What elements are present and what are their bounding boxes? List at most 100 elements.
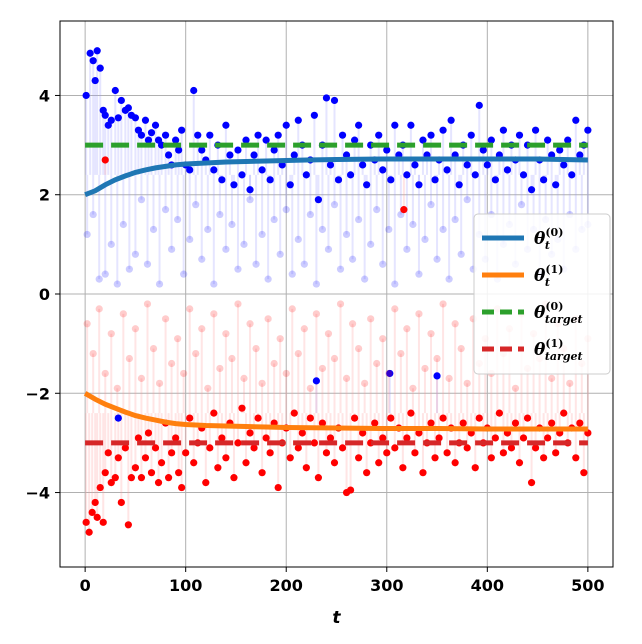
scatter-point <box>210 280 218 288</box>
legend-label: θ(1) t <box>534 263 563 289</box>
scatter-point <box>174 335 182 343</box>
y-tick-label: 4 <box>39 86 50 105</box>
scatter-point <box>194 131 202 139</box>
scatter-point <box>371 419 379 427</box>
scatter-point <box>527 479 536 487</box>
scatter-point <box>192 349 200 358</box>
scatter-point <box>258 379 266 387</box>
scatter-point <box>101 369 109 378</box>
scatter-point <box>443 166 451 174</box>
scatter-point <box>234 265 242 273</box>
scatter-point <box>306 414 314 422</box>
scatter-point <box>104 449 112 457</box>
legend-label: θ(0) t <box>534 226 563 252</box>
scatter-point <box>131 114 140 122</box>
scatter-point <box>415 181 423 189</box>
scatter-point <box>427 330 435 338</box>
scatter-point <box>198 255 206 263</box>
y-tick-label: −4 <box>25 484 50 503</box>
scatter-point <box>294 235 302 243</box>
scatter-point <box>222 121 230 129</box>
scatter-point <box>447 116 455 124</box>
scatter-point <box>455 181 463 189</box>
scatter-point <box>147 469 156 477</box>
scatter-point <box>252 260 260 268</box>
scatter-point <box>83 320 91 328</box>
scatter-point <box>519 434 528 442</box>
x-axis-label: t <box>332 608 341 628</box>
scatter-point <box>346 171 355 179</box>
scatter-point <box>475 101 483 109</box>
scatter-point <box>250 151 258 159</box>
scatter-point <box>391 305 399 313</box>
scatter-point <box>387 414 395 422</box>
scatter-point <box>101 270 109 278</box>
scatter-point <box>234 439 242 447</box>
scatter-point <box>471 171 479 179</box>
scatter-point <box>564 136 572 144</box>
scatter-point <box>300 260 308 268</box>
scatter-point <box>361 275 369 283</box>
scatter-point <box>479 146 487 154</box>
scatter-point <box>544 434 552 442</box>
series-lines <box>83 142 588 446</box>
scatter-point <box>330 201 339 209</box>
scatter-point <box>216 364 224 373</box>
scatter-point <box>119 310 127 318</box>
scatter-point <box>338 131 347 139</box>
scatter-point <box>314 474 323 482</box>
scatter-point <box>164 474 173 482</box>
scatter-point <box>182 449 190 457</box>
scatter-point <box>82 518 90 526</box>
scatter-point <box>503 166 512 174</box>
scatter-point <box>230 181 238 189</box>
scatter-point <box>234 300 242 308</box>
scatter-point <box>431 176 439 184</box>
scatter-point <box>270 215 278 224</box>
scatter-point <box>151 121 160 129</box>
scatter-point <box>107 330 115 338</box>
scatter-point <box>258 469 266 477</box>
scatter-point <box>230 474 238 482</box>
scatter-point <box>531 444 540 452</box>
scatter-point <box>580 469 588 477</box>
scatter-point <box>164 151 173 159</box>
scatter-point <box>168 359 176 368</box>
scatter-point <box>258 166 266 174</box>
scatter-point <box>463 196 471 204</box>
scatter-point <box>495 409 503 417</box>
scatter-point <box>373 206 381 214</box>
scatter-point <box>250 444 258 452</box>
scatter-point <box>278 161 286 169</box>
scatter-point <box>134 434 143 442</box>
scatter-point <box>174 215 182 224</box>
scatter-point <box>95 275 103 283</box>
scatter-point <box>540 454 548 462</box>
scatter-point <box>467 131 475 139</box>
scatter-point <box>411 449 419 457</box>
scatter-point <box>433 255 441 263</box>
scatter-point <box>463 379 471 387</box>
scatter-point <box>143 300 152 308</box>
scatter-point <box>552 449 560 457</box>
scatter-point <box>397 349 405 358</box>
scatter-point <box>445 275 453 283</box>
scatter-point <box>276 250 284 258</box>
scatter-point <box>288 270 296 278</box>
scatter-point <box>125 354 133 363</box>
scatter-point <box>566 379 574 387</box>
scatter-point <box>124 104 132 112</box>
grid <box>60 21 613 567</box>
scatter-point <box>350 136 359 144</box>
scatter-point <box>576 419 584 427</box>
scatter-point <box>403 245 411 253</box>
scatter-point <box>222 330 230 338</box>
scatter-point <box>499 126 508 134</box>
scatter-point <box>290 409 298 417</box>
scatter-point <box>515 131 524 139</box>
scatter-point <box>210 166 218 174</box>
scatter-point <box>240 374 248 382</box>
scatter-point <box>322 449 331 457</box>
scatter-point <box>355 345 363 353</box>
